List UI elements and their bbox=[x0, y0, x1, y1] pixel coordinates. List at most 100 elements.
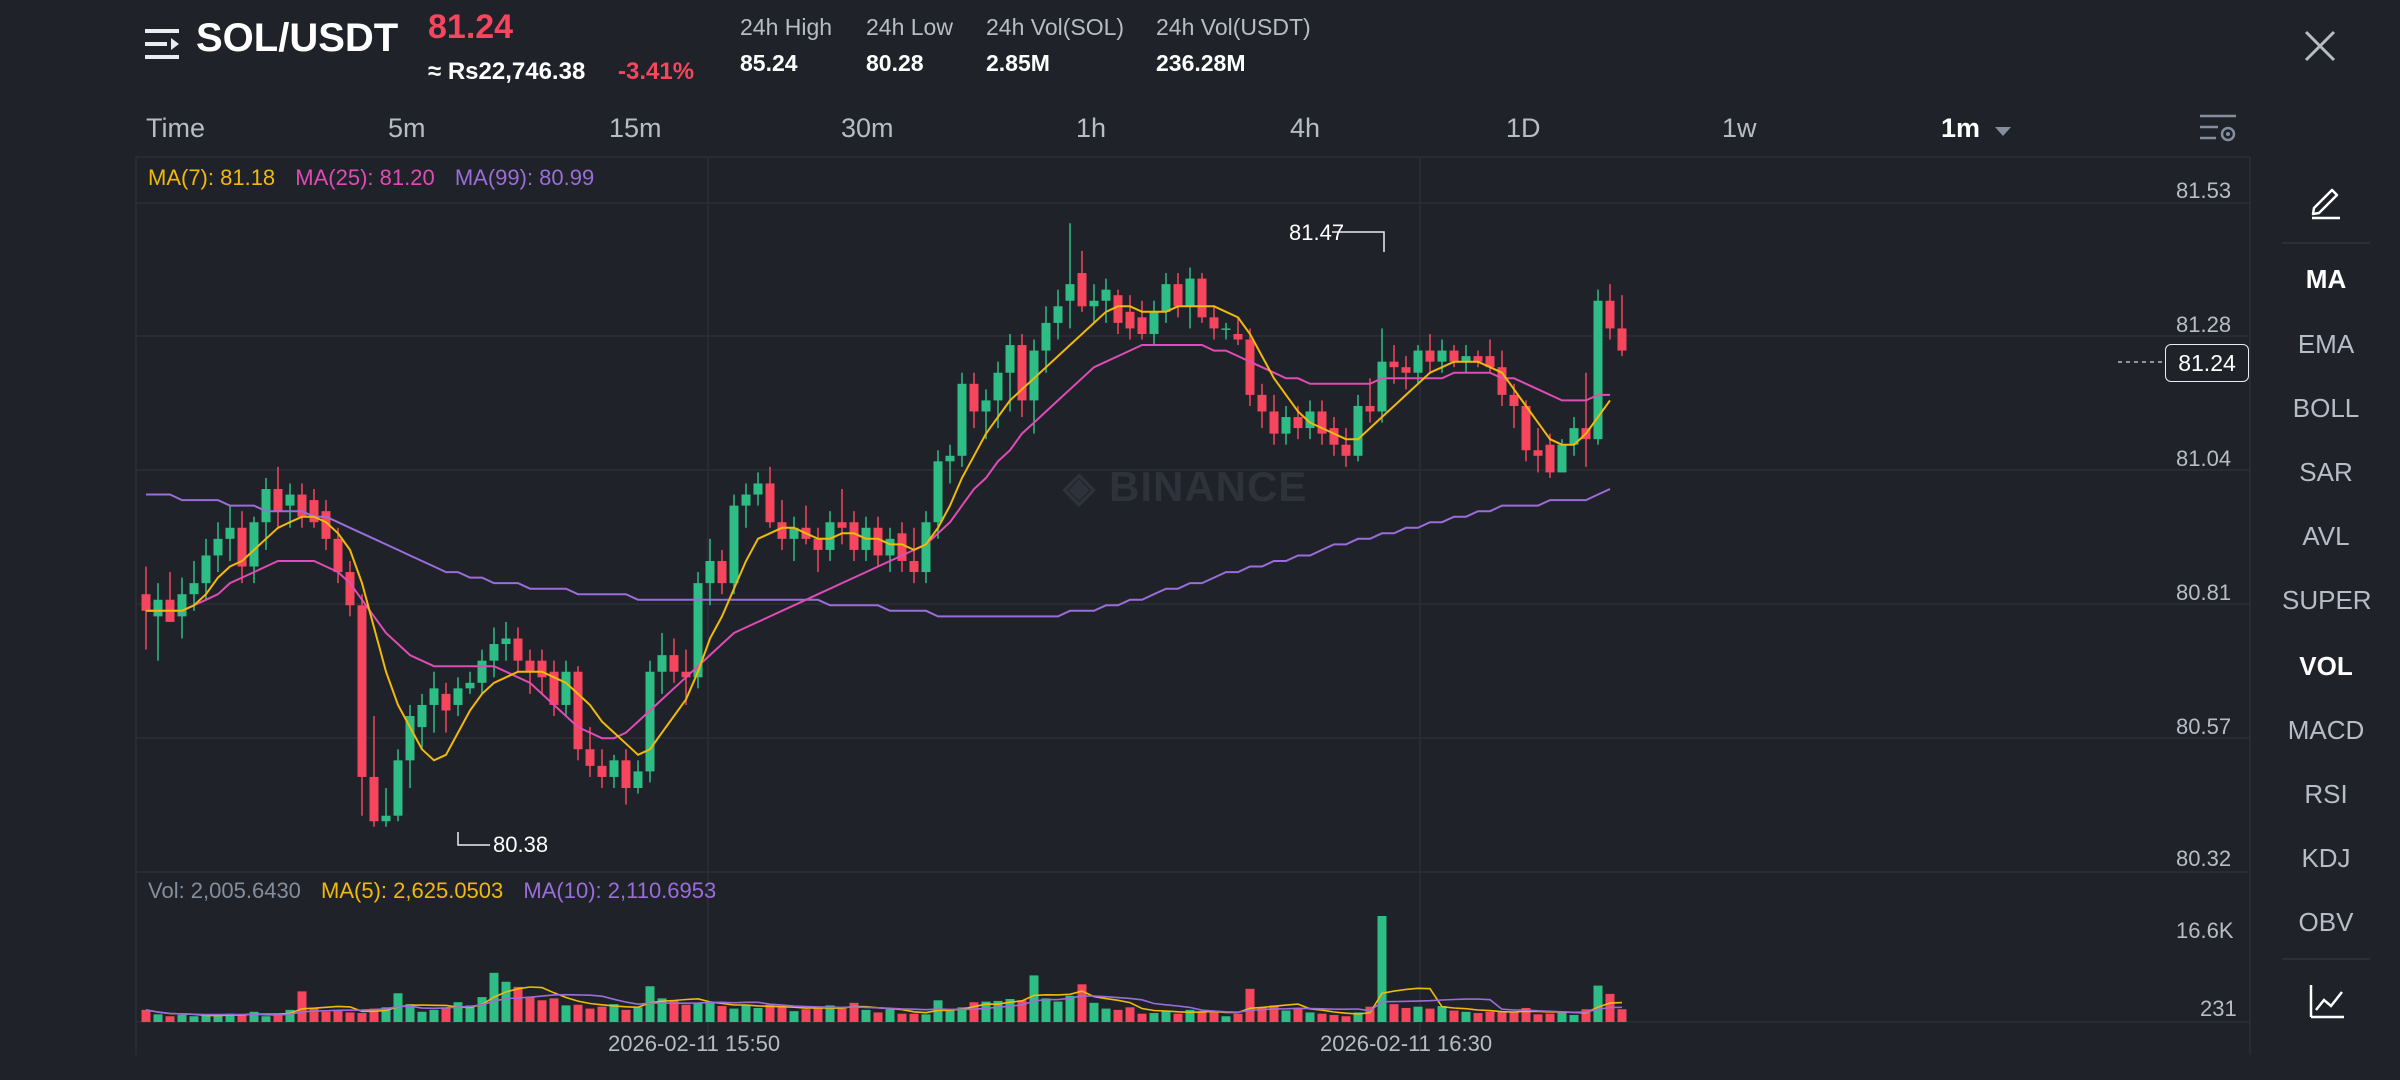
candle-body bbox=[201, 555, 211, 584]
tab-1m[interactable]: 1m bbox=[1941, 113, 2012, 144]
volume-bar bbox=[1449, 1010, 1459, 1022]
indicator-avl[interactable]: AVL bbox=[2302, 521, 2350, 551]
volume-bar bbox=[1005, 999, 1015, 1022]
volume-bar bbox=[1365, 1006, 1375, 1022]
volume-bar bbox=[1137, 1013, 1147, 1022]
volume-bar bbox=[1017, 1000, 1027, 1022]
candle-body bbox=[525, 660, 535, 672]
indicator-sar[interactable]: SAR bbox=[2299, 457, 2353, 487]
candle-body bbox=[1341, 444, 1351, 456]
candle-body bbox=[1041, 322, 1051, 351]
candle-body bbox=[1389, 361, 1399, 368]
volume-bar bbox=[1185, 1009, 1195, 1022]
volume-bar bbox=[477, 997, 487, 1022]
tab-4h[interactable]: 4h bbox=[1290, 113, 1321, 143]
candle-body bbox=[225, 527, 235, 539]
candle-body bbox=[1509, 394, 1519, 406]
menu-icon[interactable] bbox=[145, 26, 181, 62]
indicator-ema[interactable]: EMA bbox=[2297, 329, 2355, 359]
volume-bar bbox=[849, 1002, 859, 1022]
candle-body bbox=[1401, 367, 1411, 373]
current-price-label: 81.24 bbox=[2165, 344, 2249, 382]
volume-bar bbox=[1473, 1013, 1483, 1022]
stat-24h-vol-quote-value: 236.28M bbox=[1156, 50, 1246, 76]
indicator-chart-icon[interactable] bbox=[2308, 982, 2346, 1020]
volume-bar bbox=[1377, 916, 1387, 1022]
stat-24h-low-label: 24h Low bbox=[866, 14, 953, 40]
candle-body bbox=[297, 494, 307, 517]
candle-body bbox=[189, 583, 199, 595]
candle-body bbox=[1269, 411, 1279, 434]
volume-axis-tick: 16.6K bbox=[2176, 918, 2234, 943]
indicator-obv[interactable]: OBV bbox=[2298, 907, 2354, 937]
candle-body bbox=[429, 688, 439, 705]
volume-bar bbox=[1125, 1007, 1135, 1022]
volume-bar bbox=[717, 1006, 727, 1022]
tab-30m[interactable]: 30m bbox=[841, 113, 894, 143]
watermark-text: BINANCE bbox=[1108, 463, 1308, 510]
candle-body bbox=[477, 660, 487, 683]
volume-bar bbox=[1077, 984, 1087, 1022]
candle-body bbox=[1233, 333, 1243, 340]
volume-bar bbox=[465, 1005, 475, 1022]
candle-body bbox=[621, 760, 631, 789]
candle-body bbox=[537, 660, 547, 678]
chevron-down-icon bbox=[1988, 113, 2012, 143]
tab-1d[interactable]: 1D bbox=[1506, 113, 1541, 143]
indicator-rsi[interactable]: RSI bbox=[2304, 779, 2348, 809]
price-axis-tick: 80.57 bbox=[2176, 714, 2232, 739]
indicator-super[interactable]: SUPER bbox=[2282, 585, 2372, 615]
chart-settings-icon[interactable] bbox=[2198, 110, 2238, 146]
tab-5m[interactable]: 5m bbox=[388, 113, 426, 143]
volume-bar bbox=[1521, 1007, 1531, 1022]
draw-tool-icon[interactable] bbox=[2306, 180, 2346, 220]
tab-15m[interactable]: 15m bbox=[609, 113, 662, 143]
indicator-vol[interactable]: VOL bbox=[2299, 651, 2353, 681]
volume-bar bbox=[345, 1012, 355, 1022]
volume-bar bbox=[1149, 1013, 1159, 1022]
chart-grid bbox=[135, 156, 2251, 1055]
trading-pair-title[interactable]: SOL/USDT bbox=[196, 16, 399, 60]
volume-bar bbox=[213, 1014, 223, 1022]
candle-body bbox=[633, 771, 643, 789]
volume-bar bbox=[153, 1014, 163, 1022]
tab-1h[interactable]: 1h bbox=[1076, 113, 1107, 143]
candle-body bbox=[1317, 411, 1327, 434]
volume-bar bbox=[597, 1006, 607, 1022]
tab-time[interactable]: Time bbox=[146, 113, 205, 143]
candle-body bbox=[1053, 306, 1063, 323]
sidebar-divider bbox=[2282, 242, 2370, 244]
tab-1w[interactable]: 1w bbox=[1722, 113, 1757, 143]
stat-24h-vol-base-value: 2.85M bbox=[986, 50, 1050, 76]
volume-bar bbox=[789, 1011, 799, 1022]
indicator-kdj[interactable]: KDJ bbox=[2301, 843, 2351, 873]
volume-bar bbox=[693, 1003, 703, 1022]
volume-bar bbox=[273, 1014, 283, 1022]
candle-body bbox=[825, 522, 835, 550]
indicator-ma[interactable]: MA bbox=[2305, 264, 2347, 294]
indicator-boll[interactable]: BOLL bbox=[2292, 393, 2360, 423]
volume-bar bbox=[201, 1015, 211, 1022]
volume-ma5-legend: MA(5): 2,625.0503 bbox=[321, 878, 504, 903]
volume-bar bbox=[633, 1007, 643, 1022]
candle-body bbox=[1125, 311, 1135, 329]
candle-body bbox=[693, 583, 703, 678]
candle-body bbox=[1461, 356, 1471, 362]
volume-bar bbox=[993, 1000, 1003, 1022]
candle-body bbox=[1545, 444, 1555, 473]
candle-body bbox=[237, 527, 247, 567]
time-axis-tick: 2026-02-11 15:50 bbox=[608, 1031, 781, 1056]
price-change-percent: -3.41% bbox=[618, 58, 695, 85]
candle-body bbox=[1425, 350, 1435, 362]
volume-bar bbox=[549, 998, 559, 1022]
candle-body bbox=[393, 760, 403, 816]
close-icon[interactable] bbox=[2300, 26, 2340, 66]
candle-body bbox=[1197, 278, 1207, 318]
volume-bar bbox=[417, 1011, 427, 1022]
stat-24h-high-value: 85.24 bbox=[740, 50, 798, 76]
candle-body bbox=[1365, 405, 1375, 412]
indicator-macd[interactable]: MACD bbox=[2287, 715, 2365, 745]
candle-body bbox=[873, 527, 883, 556]
candle-body bbox=[141, 594, 151, 611]
